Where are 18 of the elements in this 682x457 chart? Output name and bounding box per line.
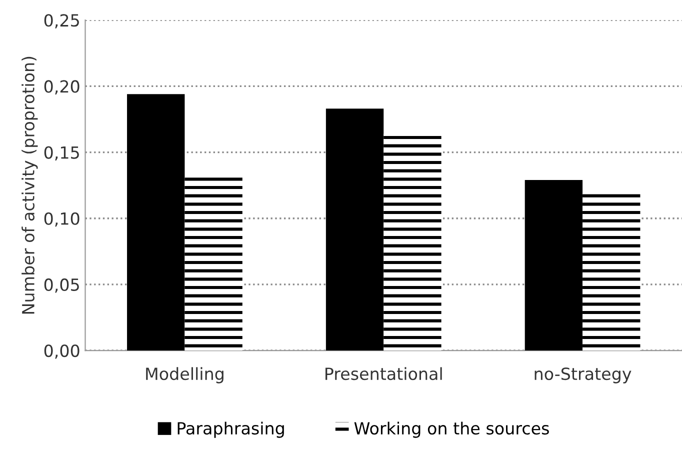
y-tick-label: 0,15	[44, 146, 79, 161]
y-tick-label: 0,25	[44, 14, 79, 28]
x-tick-label: no-Strategy	[534, 367, 632, 384]
bar	[127, 94, 185, 351]
x-tick-label: Presentational	[326, 367, 442, 380]
y-tick-label: 0,05	[44, 278, 79, 293]
legend-label: Working on the sources	[354, 422, 549, 438]
bar	[384, 134, 442, 351]
bar	[184, 177, 242, 351]
y-axis-title: Number of activity (proprotion)	[22, 56, 38, 314]
bar	[326, 108, 384, 351]
bar	[524, 180, 583, 351]
bar	[582, 193, 640, 351]
x-tick-label: Modelling	[146, 367, 224, 384]
y-tick-label: 0,10	[44, 212, 80, 227]
legend-label: Paraphrasing	[178, 422, 284, 438]
y-tick-label: 0,00	[44, 344, 80, 359]
y-tick-label: 0,20	[44, 80, 80, 94]
